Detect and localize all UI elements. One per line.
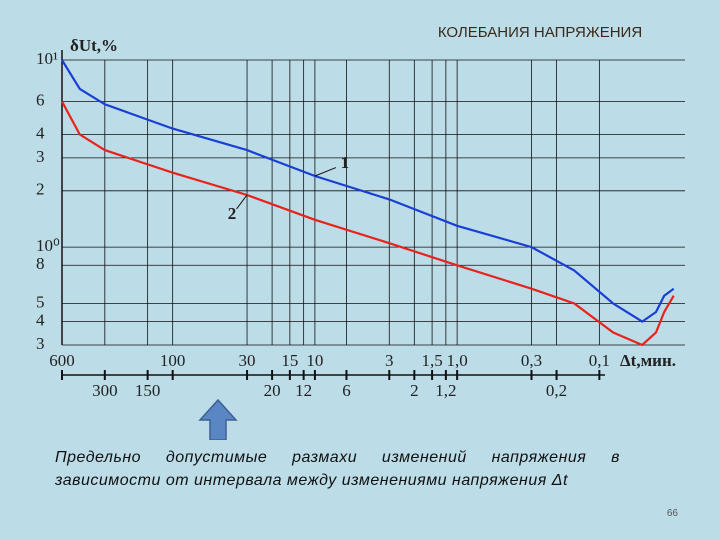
page-number: 66: [666, 508, 678, 519]
y-tick-label: 4: [36, 123, 45, 142]
x-tick-label: 10: [306, 351, 323, 370]
arrow: [198, 398, 238, 441]
y-tick-label: 10⁰: [36, 236, 60, 255]
y-tick-label: 4: [36, 311, 45, 330]
series-label: 2: [228, 204, 237, 223]
x-tick-label: 30: [239, 351, 256, 370]
x-tick-label: 6: [342, 381, 351, 400]
x-tick-label: 0,1: [589, 351, 610, 370]
x-tick-label: 100: [160, 351, 186, 370]
x-tick-label: 1,5: [421, 351, 442, 370]
x-tick-label: 0,2: [546, 381, 567, 400]
chart-title: КОЛЕБАНИЯ НАПРЯЖЕНИЯ: [438, 24, 642, 41]
y-tick-label: 6: [36, 90, 45, 109]
leader-line: [236, 194, 248, 210]
y-tick-label: 8: [36, 254, 45, 273]
x-axis-label: Δt,мин.: [620, 351, 676, 370]
x-tick-label: 12: [295, 381, 312, 400]
y-axis-label: δUt,%: [70, 36, 118, 55]
caption: Предельно допустимые размахи изменений н…: [55, 449, 620, 489]
y-tick-label: 3: [36, 334, 45, 353]
x-tick-label: 150: [135, 381, 161, 400]
x-tick-label: 15: [281, 351, 298, 370]
x-tick-label: 1,0: [447, 351, 468, 370]
x-tick-label: 300: [92, 381, 118, 400]
x-tick-label: 20: [264, 381, 281, 400]
x-tick-label: 600: [49, 351, 75, 370]
y-tick-label: 10¹: [36, 49, 58, 68]
x-tick-label: 2: [410, 381, 419, 400]
x-tick-label: 3: [385, 351, 394, 370]
series-line: [61, 100, 675, 347]
series-line: [61, 59, 675, 323]
y-tick-label: 5: [36, 292, 45, 311]
y-tick-label: 2: [36, 180, 45, 199]
chart: КОЛЕБАНИЯ НАПРЯЖЕНИЯ δUt,% Δt,мин. 10¹ 6 4…: [36, 24, 685, 441]
x-tick-label: 0,3: [521, 351, 542, 370]
leader-line: [314, 167, 337, 177]
series-label: 1: [341, 153, 350, 172]
y-tick-label: 3: [36, 147, 45, 166]
x-tick-label: 1,2: [435, 381, 456, 400]
